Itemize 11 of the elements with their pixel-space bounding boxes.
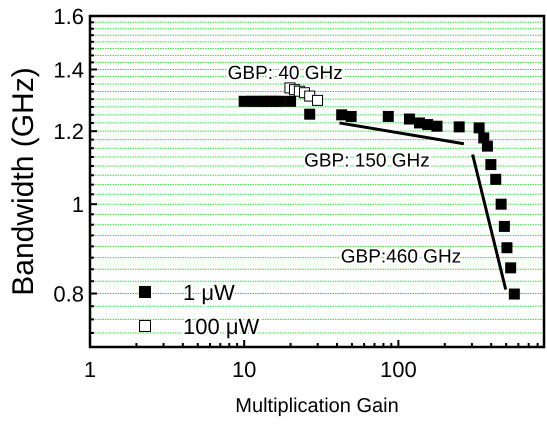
y-tick-label: 1.2 xyxy=(53,119,84,144)
annotation: GBP:460 GHz xyxy=(340,246,462,268)
y-axis-title: Bandwidth (GHz) xyxy=(7,67,40,296)
x-tick-label: 100 xyxy=(380,357,417,382)
x-tick-label: 10 xyxy=(232,357,256,382)
y-tick-label: 1.6 xyxy=(53,4,84,29)
y-tick-label: 1.4 xyxy=(53,57,84,82)
x-axis-title: Multiplication Gain xyxy=(235,395,399,417)
y-tick-label: 1 xyxy=(72,192,84,218)
y-tick-label: 0.8 xyxy=(53,282,84,307)
legend-label: 100 μW xyxy=(183,314,260,339)
